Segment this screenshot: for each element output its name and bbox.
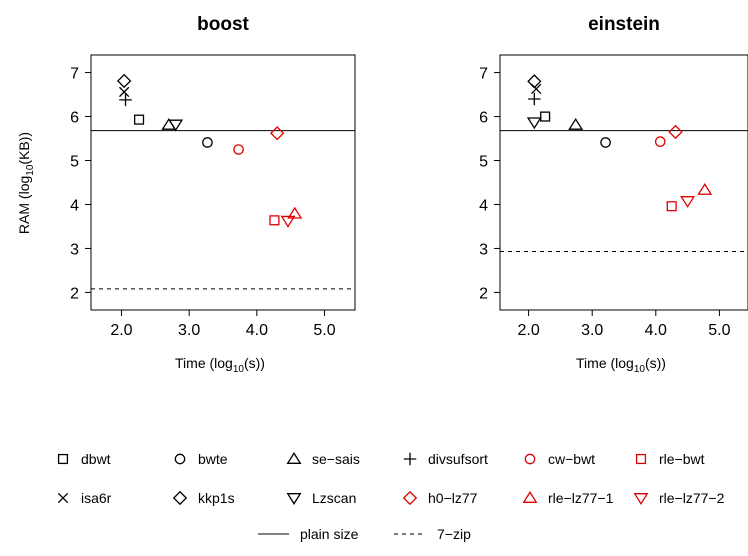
x-tick-label: 2.0 (110, 322, 132, 339)
x-tick-label: 4.0 (246, 322, 268, 339)
y-tick-label: 2 (479, 285, 488, 302)
point-rle-bwt (666, 201, 677, 212)
x-tick-label: 2.0 (517, 322, 539, 339)
panel-einstein: einstein 2 3 4 5 6 7 2.0 3.0 4.0 5.0 Time (log10(s)… (479, 14, 748, 375)
legend-marker-kkp1s (172, 490, 188, 506)
legend-label: bwte (198, 451, 228, 467)
legend-label: h0−lz77 (428, 490, 478, 506)
legend-label: cw−bwt (548, 451, 595, 467)
legend-label: plain size (300, 526, 359, 542)
y-tick-label: 5 (70, 154, 79, 171)
y-tick-label: 6 (479, 110, 488, 127)
point-se-sais (568, 117, 584, 130)
panel-title: boost (197, 14, 249, 35)
y-tick-label: 5 (479, 154, 488, 171)
point-rle-lz77-1 (287, 206, 303, 219)
legend-marker-bwte (174, 453, 186, 465)
legend-label: kkp1s (198, 490, 235, 506)
y-tick-label: 4 (70, 197, 79, 214)
legend-label: Lzscan (312, 490, 356, 506)
y-tick-label: 4 (479, 197, 488, 214)
legend-marker-Lzscan (286, 493, 302, 505)
point-dbwt (540, 111, 551, 122)
legend-marker-dbwt (57, 453, 69, 465)
point-dbwt (133, 114, 145, 125)
plot-frame (90, 54, 356, 311)
legend-label: se−sais (312, 451, 360, 467)
point-isa6r (531, 83, 542, 94)
plot-frame (499, 54, 748, 311)
x-tick-label: 3.0 (178, 322, 200, 339)
x-axis-label: Time (log10(s)) (175, 355, 265, 375)
point-kkp1s (117, 73, 132, 89)
panel-title: einstein (588, 14, 660, 35)
x-axis-label: Time (log10(s)) (576, 355, 666, 375)
legend-marker-cw-bwt (524, 453, 536, 465)
point-bwte (600, 137, 611, 148)
x-tick-label: 5.0 (313, 322, 335, 339)
point-Lzscan (526, 117, 542, 130)
point-rle-lz77-2 (680, 196, 696, 208)
legend-label: dbwt (81, 451, 111, 467)
x-tick-label: 5.0 (708, 322, 730, 339)
y-tick-label: 6 (70, 110, 79, 127)
legend-marker-rle-lz77-2 (633, 493, 649, 505)
point-h0-lz77 (668, 124, 683, 140)
x-tick-label: 4.0 (645, 322, 667, 339)
legend-label: rle−lz77−1 (548, 490, 614, 506)
legend-marker-h0-lz77 (402, 490, 418, 506)
point-divsufsort (119, 93, 132, 107)
x-tick-label: 3.0 (581, 322, 603, 339)
point-rle-lz77-1 (697, 183, 713, 195)
y-tick-label: 2 (70, 285, 79, 302)
y-tick-label: 7 (479, 66, 488, 83)
point-rle-lz77-2 (280, 215, 296, 228)
legend-label: 7−zip (437, 526, 471, 542)
y-axis-label: RAM (log10(KB)) (16, 132, 36, 234)
legend-marker-se-sais (286, 452, 302, 464)
legend-label: rle−lz77−2 (659, 490, 725, 506)
point-cw-bwt (233, 144, 244, 155)
point-divsufsort (528, 92, 541, 106)
legend-label: divsufsort (428, 451, 488, 467)
y-tick-label: 3 (70, 241, 79, 258)
legend: dbwt bwte se−sais divsufsort cw−bwt rle−bwt is… (57, 451, 725, 542)
legend-label: rle−bwt (659, 451, 705, 467)
y-tick-label: 3 (479, 241, 488, 258)
legend-marker-isa6r (57, 492, 69, 504)
point-cw-bwt (654, 136, 666, 147)
point-isa6r (119, 86, 130, 98)
legend-marker-divsufsort (403, 452, 417, 466)
point-bwte (202, 137, 213, 148)
point-h0-lz77 (269, 126, 285, 141)
point-Lzscan (168, 119, 184, 132)
legend-marker-rle-bwt (635, 453, 647, 465)
legend-marker-rle-lz77-1 (522, 491, 538, 503)
panel-boost: boost 2 3 4 5 6 7 2.0 3.0 4.0 5.0 Time (log10(s)) (70, 14, 356, 375)
legend-label: isa6r (81, 490, 112, 506)
y-tick-label: 7 (70, 66, 79, 83)
point-rle-bwt (269, 215, 280, 226)
